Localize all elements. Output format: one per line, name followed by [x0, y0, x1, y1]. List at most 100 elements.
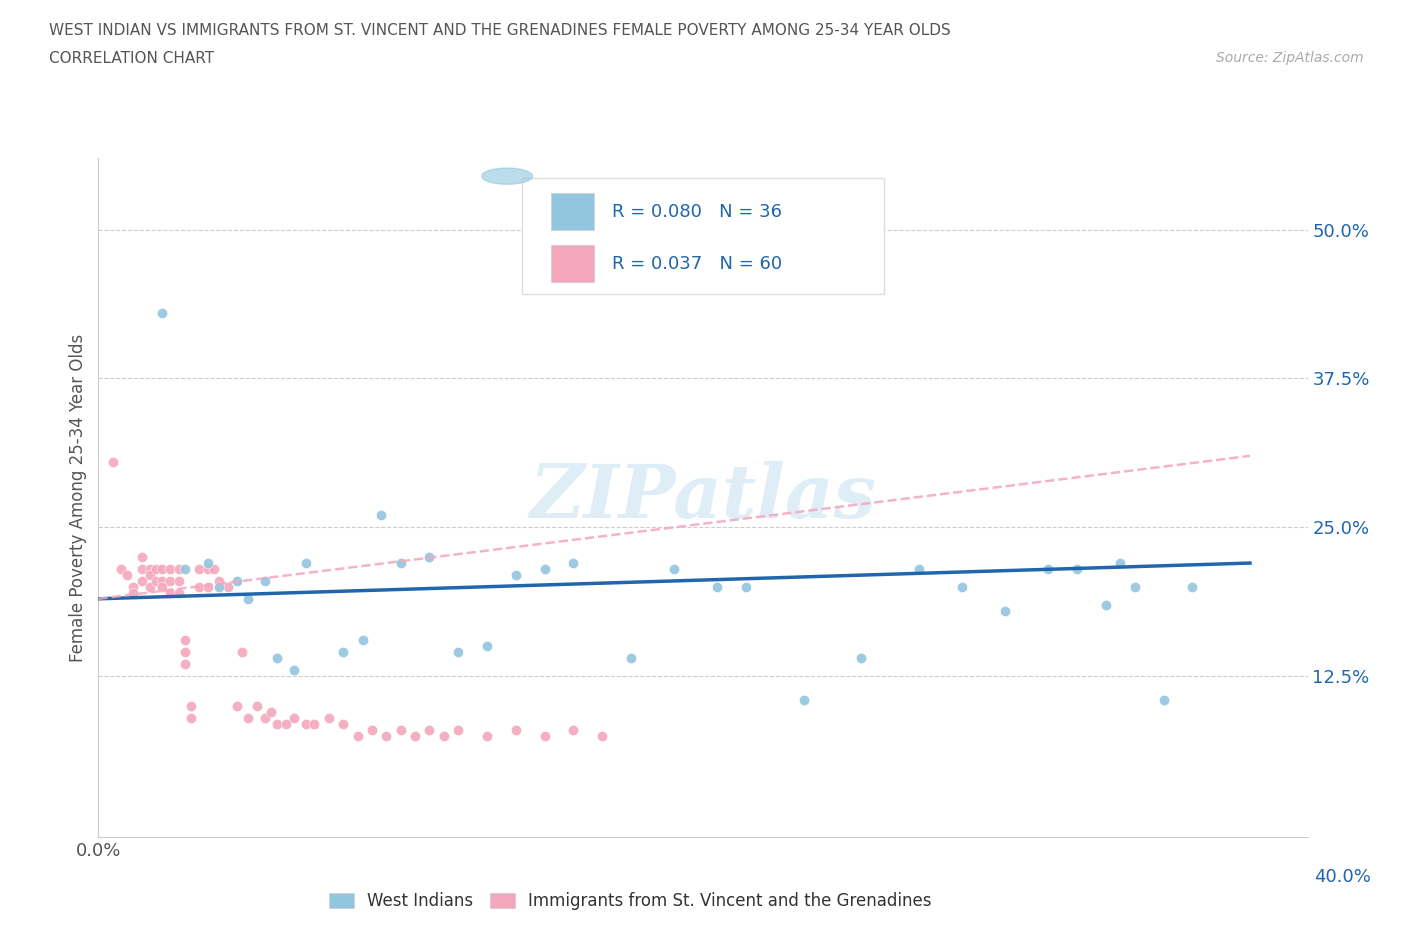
- Point: [664, 562, 686, 577]
- Point: [139, 567, 162, 582]
- Point: [197, 579, 219, 594]
- Point: [735, 579, 758, 594]
- Point: [150, 579, 173, 594]
- Point: [225, 698, 247, 713]
- Point: [361, 723, 384, 737]
- Text: Source: ZipAtlas.com: Source: ZipAtlas.com: [1216, 51, 1364, 65]
- Point: [346, 728, 368, 743]
- Point: [1038, 562, 1060, 577]
- Point: [159, 585, 181, 600]
- Point: [1123, 579, 1146, 594]
- Point: [332, 644, 354, 659]
- Point: [418, 723, 440, 737]
- Point: [908, 562, 931, 577]
- Point: [266, 716, 288, 731]
- Point: [173, 562, 195, 577]
- Point: [294, 555, 316, 570]
- Point: [167, 585, 190, 600]
- Point: [283, 711, 305, 725]
- Point: [294, 716, 316, 731]
- Point: [225, 574, 247, 589]
- Point: [274, 716, 297, 731]
- Point: [131, 562, 153, 577]
- Point: [173, 644, 195, 659]
- Y-axis label: Female Poverty Among 25-34 Year Olds: Female Poverty Among 25-34 Year Olds: [69, 334, 87, 661]
- Point: [110, 562, 132, 577]
- Point: [1066, 562, 1088, 577]
- Point: [389, 723, 412, 737]
- Point: [591, 728, 613, 743]
- Point: [352, 633, 374, 648]
- Point: [167, 574, 190, 589]
- Text: WEST INDIAN VS IMMIGRANTS FROM ST. VINCENT AND THE GRENADINES FEMALE POVERTY AMO: WEST INDIAN VS IMMIGRANTS FROM ST. VINCE…: [49, 23, 950, 38]
- Point: [159, 562, 181, 577]
- Point: [131, 574, 153, 589]
- Point: [150, 562, 173, 577]
- Point: [505, 723, 527, 737]
- Point: [122, 579, 145, 594]
- Point: [208, 579, 231, 594]
- Point: [139, 562, 162, 577]
- Point: [246, 698, 269, 713]
- FancyBboxPatch shape: [551, 246, 595, 283]
- Point: [131, 550, 153, 565]
- Point: [208, 574, 231, 589]
- Point: [1181, 579, 1204, 594]
- Point: [533, 562, 555, 577]
- Point: [375, 728, 398, 743]
- Point: [475, 728, 498, 743]
- Point: [188, 579, 211, 594]
- Point: [260, 705, 283, 720]
- Point: [851, 651, 873, 666]
- Point: [254, 574, 277, 589]
- Point: [950, 579, 973, 594]
- Circle shape: [482, 168, 533, 184]
- Text: R = 0.080   N = 36: R = 0.080 N = 36: [612, 203, 782, 221]
- Point: [562, 555, 585, 570]
- Point: [370, 508, 392, 523]
- Point: [188, 562, 211, 577]
- Point: [447, 644, 470, 659]
- Point: [150, 574, 173, 589]
- Text: ZIPatlas: ZIPatlas: [530, 461, 876, 534]
- FancyBboxPatch shape: [522, 179, 884, 294]
- Point: [254, 711, 277, 725]
- Point: [159, 574, 181, 589]
- Point: [197, 555, 219, 570]
- Point: [562, 723, 585, 737]
- Point: [620, 651, 643, 666]
- Point: [150, 305, 173, 320]
- Point: [475, 639, 498, 654]
- Legend: West Indians, Immigrants from St. Vincent and the Grenadines: West Indians, Immigrants from St. Vincen…: [322, 885, 939, 917]
- Text: 40.0%: 40.0%: [1315, 868, 1371, 885]
- Point: [447, 723, 470, 737]
- Point: [173, 633, 195, 648]
- Point: [202, 562, 225, 577]
- Point: [318, 711, 340, 725]
- Point: [145, 574, 167, 589]
- Point: [180, 711, 202, 725]
- Point: [706, 579, 728, 594]
- Point: [122, 585, 145, 600]
- Point: [231, 644, 253, 659]
- Text: CORRELATION CHART: CORRELATION CHART: [49, 51, 214, 66]
- Point: [173, 657, 195, 671]
- Point: [167, 562, 190, 577]
- Point: [1109, 555, 1132, 570]
- Point: [217, 579, 239, 594]
- Point: [533, 728, 555, 743]
- Point: [332, 716, 354, 731]
- Point: [994, 604, 1017, 618]
- Point: [793, 693, 815, 708]
- Point: [139, 579, 162, 594]
- Point: [236, 591, 259, 606]
- FancyBboxPatch shape: [551, 193, 595, 231]
- Point: [389, 555, 412, 570]
- Text: R = 0.037   N = 60: R = 0.037 N = 60: [612, 255, 782, 272]
- Point: [404, 728, 426, 743]
- Point: [283, 663, 305, 678]
- Point: [418, 550, 440, 565]
- Point: [180, 698, 202, 713]
- Point: [115, 567, 138, 582]
- Point: [304, 716, 326, 731]
